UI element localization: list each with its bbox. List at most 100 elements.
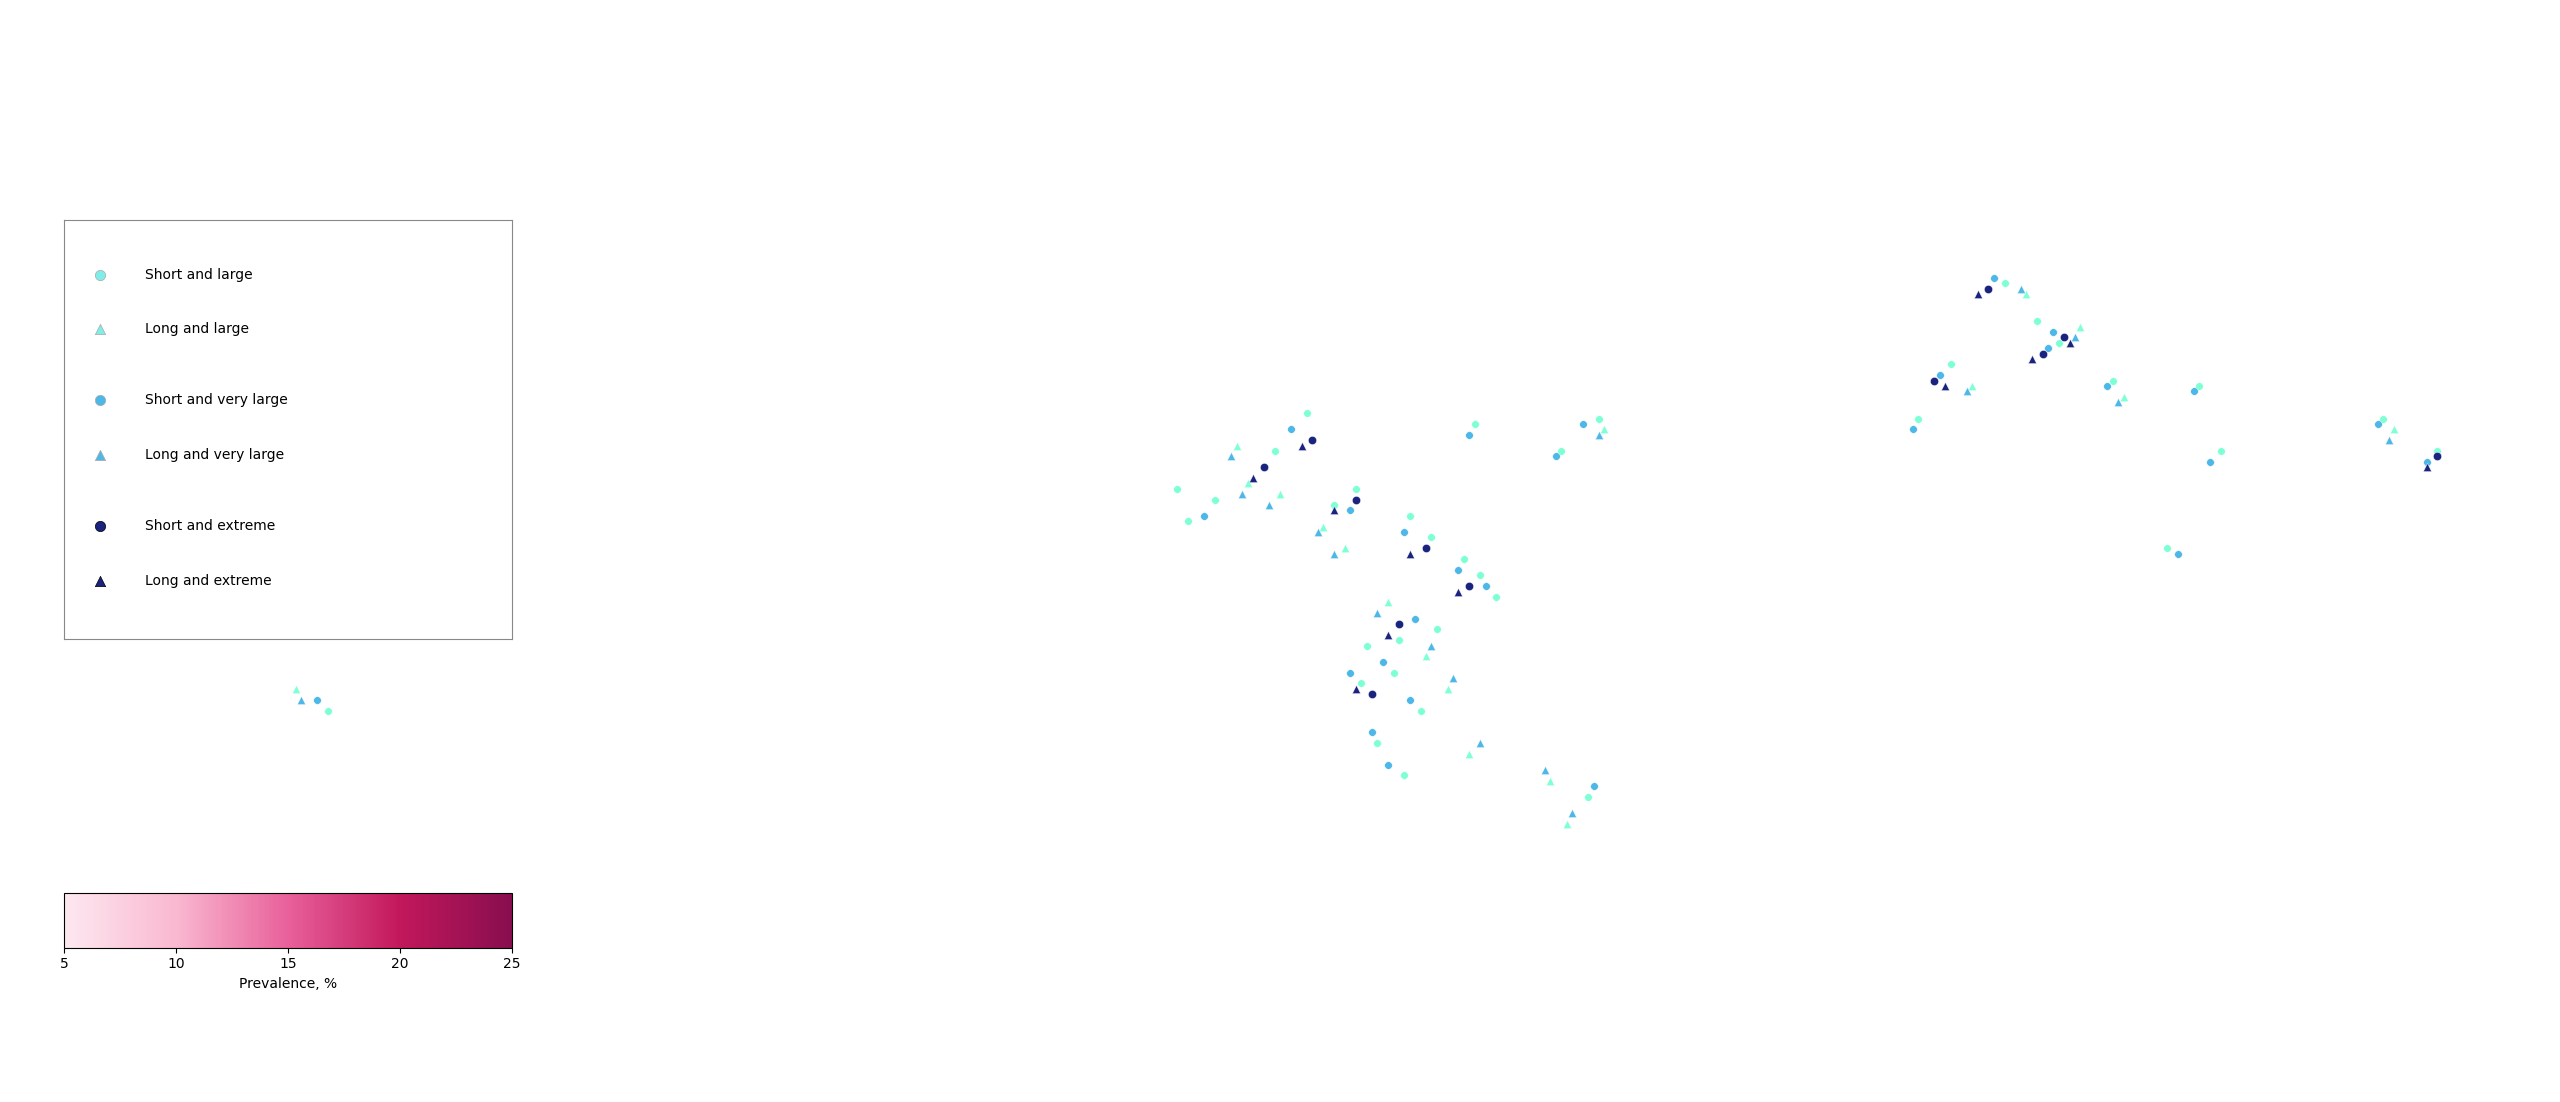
Point	[1551, 804, 1592, 822]
Point	[2048, 334, 2089, 352]
Point	[1897, 410, 1938, 428]
Point	[297, 691, 338, 709]
Point	[1347, 637, 1388, 655]
Point	[1459, 566, 1500, 584]
Point	[2179, 377, 2220, 395]
Point	[1405, 540, 1446, 558]
Point	[1336, 490, 1377, 508]
Point	[1324, 540, 1364, 558]
Point	[1449, 745, 1490, 763]
Point	[1999, 280, 2040, 298]
Point	[1449, 577, 1490, 595]
Point	[1196, 490, 1236, 508]
Point	[2158, 544, 2199, 562]
Point	[2017, 312, 2058, 329]
Point	[1580, 425, 1620, 443]
Point	[2061, 317, 2102, 335]
Point	[2358, 415, 2399, 433]
Point	[1477, 588, 1518, 606]
Point	[1416, 620, 1457, 638]
Text: Long and very large: Long and very large	[143, 447, 284, 462]
Point	[1357, 604, 1398, 622]
Point	[1531, 773, 1572, 790]
Point	[2417, 447, 2458, 465]
Point	[1249, 496, 1290, 514]
Point	[1385, 767, 1426, 785]
Point	[1352, 685, 1393, 703]
Point	[1270, 421, 1311, 439]
Point	[1400, 702, 1441, 720]
Point	[2086, 377, 2127, 395]
Point	[118, 415, 159, 433]
Point	[1411, 529, 1452, 547]
Text: Long and extreme: Long and extreme	[143, 573, 271, 587]
Point	[102, 410, 143, 428]
Point	[1920, 367, 1961, 385]
Point	[2028, 339, 2068, 357]
Point	[2033, 323, 2074, 341]
Point	[2406, 453, 2447, 471]
Point	[2043, 328, 2084, 346]
Point	[1562, 415, 1603, 433]
Point	[1298, 523, 1339, 541]
Point	[1211, 447, 1252, 465]
Point	[1536, 447, 1577, 465]
Point	[276, 680, 317, 698]
Point	[1946, 382, 1987, 400]
Point	[1426, 680, 1467, 698]
Point	[1216, 436, 1257, 454]
Text: Short and large: Short and large	[143, 268, 253, 282]
Point	[1313, 544, 1354, 562]
Point	[2056, 328, 2097, 346]
Point	[2363, 410, 2404, 428]
Point	[1293, 431, 1334, 449]
Point	[1362, 653, 1403, 671]
Point	[1157, 480, 1198, 498]
Point	[1405, 648, 1446, 666]
Point	[1930, 356, 1971, 374]
Point	[1580, 410, 1620, 428]
Point	[1313, 501, 1354, 519]
Point	[2104, 388, 2145, 406]
X-axis label: Prevalence, %: Prevalence, %	[238, 977, 338, 991]
Point	[1244, 458, 1285, 476]
Point	[1336, 480, 1377, 498]
Point	[1329, 501, 1370, 519]
Point	[2092, 371, 2132, 389]
Point	[1574, 777, 1615, 795]
Point	[1390, 507, 1431, 525]
Point	[264, 529, 305, 547]
Point	[1341, 674, 1382, 692]
Point	[1167, 512, 1208, 530]
Point	[1357, 734, 1398, 752]
Point	[1526, 761, 1567, 779]
Point	[1439, 561, 1480, 579]
Point	[1336, 680, 1377, 698]
Point	[1454, 415, 1495, 433]
Point	[2373, 421, 2414, 439]
Point	[1969, 280, 2010, 298]
Point	[1303, 518, 1344, 536]
Point	[1329, 663, 1370, 681]
Point	[1280, 436, 1321, 454]
Point	[1352, 723, 1393, 741]
Point	[307, 702, 348, 720]
Text: Short and extreme: Short and extreme	[143, 519, 274, 533]
Point	[1313, 496, 1354, 514]
Point	[1254, 442, 1295, 460]
Point	[2417, 442, 2458, 460]
Point	[1390, 544, 1431, 562]
Point	[2038, 334, 2079, 352]
Point	[1226, 475, 1267, 493]
Point	[1288, 404, 1329, 422]
Point	[1546, 815, 1587, 833]
Point	[2012, 350, 2053, 368]
Point	[113, 421, 154, 439]
Point	[1367, 626, 1408, 644]
Point	[253, 518, 294, 536]
Point	[1385, 523, 1426, 541]
Point	[1464, 577, 1505, 595]
Point	[1958, 285, 1999, 303]
Point	[1231, 469, 1272, 487]
Text: Long and large: Long and large	[143, 322, 248, 336]
